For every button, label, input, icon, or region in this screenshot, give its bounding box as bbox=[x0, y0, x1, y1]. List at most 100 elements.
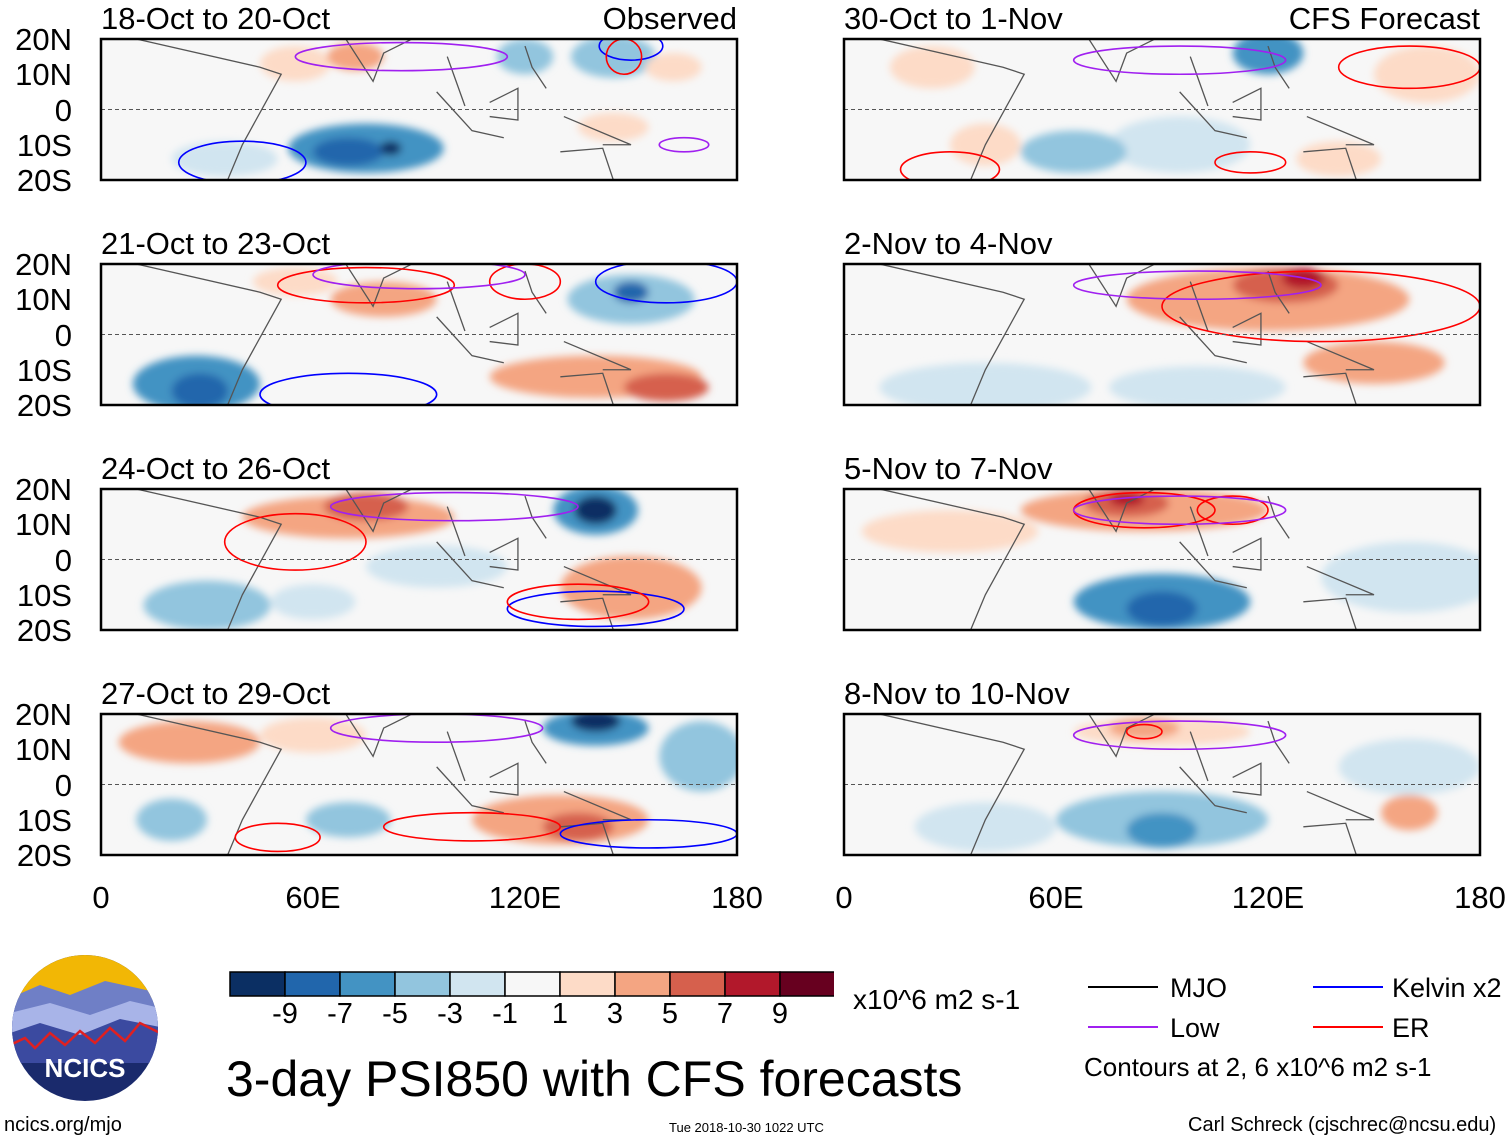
anomaly-shading bbox=[889, 46, 975, 89]
contour-er bbox=[382, 811, 562, 842]
coastline bbox=[879, 264, 1375, 405]
map-panel bbox=[99, 37, 739, 182]
colorbar-tick: -5 bbox=[382, 998, 408, 1030]
y-tick-label: 0 bbox=[54, 317, 72, 353]
y-tick-label: 20S bbox=[16, 163, 72, 198]
colorbar-swatch bbox=[339, 971, 396, 997]
map-panel bbox=[842, 262, 1482, 407]
colorbar-tick: -3 bbox=[437, 998, 463, 1030]
contour-er bbox=[1161, 270, 1480, 343]
anomaly-shading bbox=[1381, 795, 1438, 831]
legend-mjo-line bbox=[1088, 986, 1158, 988]
y-tick-label: 10N bbox=[15, 732, 72, 768]
panel-frame bbox=[99, 712, 739, 857]
contour-kelvin bbox=[259, 372, 438, 405]
panel-tag: CFS Forecast bbox=[1288, 1, 1480, 36]
anomaly-shading bbox=[1020, 130, 1127, 173]
anomaly-shading bbox=[496, 39, 554, 75]
legend-low-label: Low bbox=[1170, 1013, 1220, 1043]
anomaly-shading bbox=[305, 802, 391, 838]
url-link[interactable]: ncics.org/mjo bbox=[4, 1114, 122, 1136]
anomaly-shading bbox=[1126, 812, 1198, 848]
y-tick-label: 0 bbox=[54, 542, 72, 578]
colorbar-tick: 5 bbox=[661, 998, 679, 1030]
panel-frame bbox=[99, 262, 739, 407]
map-panel bbox=[99, 262, 739, 407]
anomaly-shading bbox=[252, 267, 338, 296]
panel-tag: Observed bbox=[602, 1, 737, 36]
contour-er bbox=[1125, 723, 1163, 740]
x-tick-label: 0 bbox=[835, 880, 853, 915]
contour-low bbox=[294, 41, 509, 72]
coastline bbox=[879, 714, 1375, 855]
panel-title: 2-Nov to 4-Nov bbox=[844, 226, 1053, 261]
y-tick-label: 10N bbox=[15, 57, 72, 93]
contour-er bbox=[899, 151, 1001, 180]
anomaly-shading bbox=[560, 555, 702, 620]
colorbar-swatch bbox=[284, 971, 341, 997]
colorbar-tick: -1 bbox=[492, 998, 518, 1030]
x-tick-label: 180 bbox=[711, 880, 763, 915]
map-panel bbox=[842, 712, 1482, 857]
anomaly-shading bbox=[1232, 39, 1304, 75]
panel-title: 21-Oct to 23-Oct bbox=[101, 226, 331, 261]
anomaly-shading bbox=[1296, 141, 1382, 177]
anomaly-shading bbox=[118, 721, 260, 764]
anomaly-shading bbox=[574, 496, 617, 525]
colorbar-swatch bbox=[559, 971, 616, 997]
x-tick-label: 60E bbox=[1028, 880, 1084, 915]
anomaly-shading bbox=[570, 714, 621, 732]
anomaly-shading bbox=[143, 580, 271, 630]
anomaly-shading bbox=[1303, 341, 1445, 384]
colorbar bbox=[229, 971, 834, 997]
contour-er bbox=[234, 822, 321, 853]
contour-kelvin bbox=[506, 590, 685, 628]
x-tick-label: 120E bbox=[1231, 880, 1305, 915]
anomaly-shading bbox=[171, 373, 229, 405]
contour-er bbox=[1196, 495, 1269, 526]
contour-low bbox=[329, 714, 544, 743]
y-tick-label: 20S bbox=[16, 388, 72, 423]
colorbar-tick: 9 bbox=[771, 998, 789, 1030]
coastline bbox=[136, 39, 632, 180]
panel-title: 5-Nov to 7-Nov bbox=[844, 451, 1053, 486]
colorbar-swatch bbox=[449, 971, 506, 997]
coastline bbox=[136, 264, 632, 405]
colorbar-tick: 3 bbox=[606, 998, 624, 1030]
contour-low bbox=[1072, 720, 1287, 751]
panel-frame bbox=[842, 262, 1482, 407]
y-tick-label: 10S bbox=[16, 352, 72, 388]
legend-kelvin-label: Kelvin x2 bbox=[1392, 973, 1502, 1003]
anomaly-shading bbox=[1109, 366, 1286, 405]
anomaly-shading bbox=[270, 584, 356, 620]
y-tick-label: 20N bbox=[15, 697, 72, 732]
svg-text:NCICS: NCICS bbox=[45, 1053, 126, 1083]
colorbar-swatch bbox=[614, 971, 671, 997]
anomaly-shading bbox=[330, 281, 437, 317]
colorbar-swatch bbox=[504, 971, 561, 997]
contour-er bbox=[506, 583, 650, 621]
ncics-logo: NCICS bbox=[12, 955, 158, 1101]
contour-er bbox=[488, 264, 562, 301]
anomaly-shading bbox=[914, 802, 1056, 852]
coastline bbox=[879, 39, 1375, 180]
panel-title: 27-Oct to 29-Oct bbox=[101, 676, 331, 711]
contour-low bbox=[658, 136, 710, 153]
y-tick-label: 10S bbox=[16, 577, 72, 613]
panel-frame bbox=[99, 487, 739, 632]
panel-title: 18-Oct to 20-Oct bbox=[101, 1, 331, 36]
colorbar-tick: 7 bbox=[716, 998, 734, 1030]
anomaly-shading bbox=[645, 53, 702, 82]
anomaly-shading bbox=[623, 373, 709, 402]
colorbar-tick: 1 bbox=[551, 998, 569, 1030]
legend-er-label: ER bbox=[1392, 1013, 1430, 1043]
panel-title: 24-Oct to 26-Oct bbox=[101, 451, 331, 486]
map-panel bbox=[842, 37, 1482, 182]
anomaly-shading bbox=[659, 721, 737, 792]
contour-low bbox=[1072, 270, 1322, 301]
colorbar-swatch bbox=[779, 971, 834, 997]
y-tick-label: 0 bbox=[54, 767, 72, 803]
panel-title: 30-Oct to 1-Nov bbox=[844, 1, 1063, 36]
anomaly-shading bbox=[136, 798, 207, 841]
